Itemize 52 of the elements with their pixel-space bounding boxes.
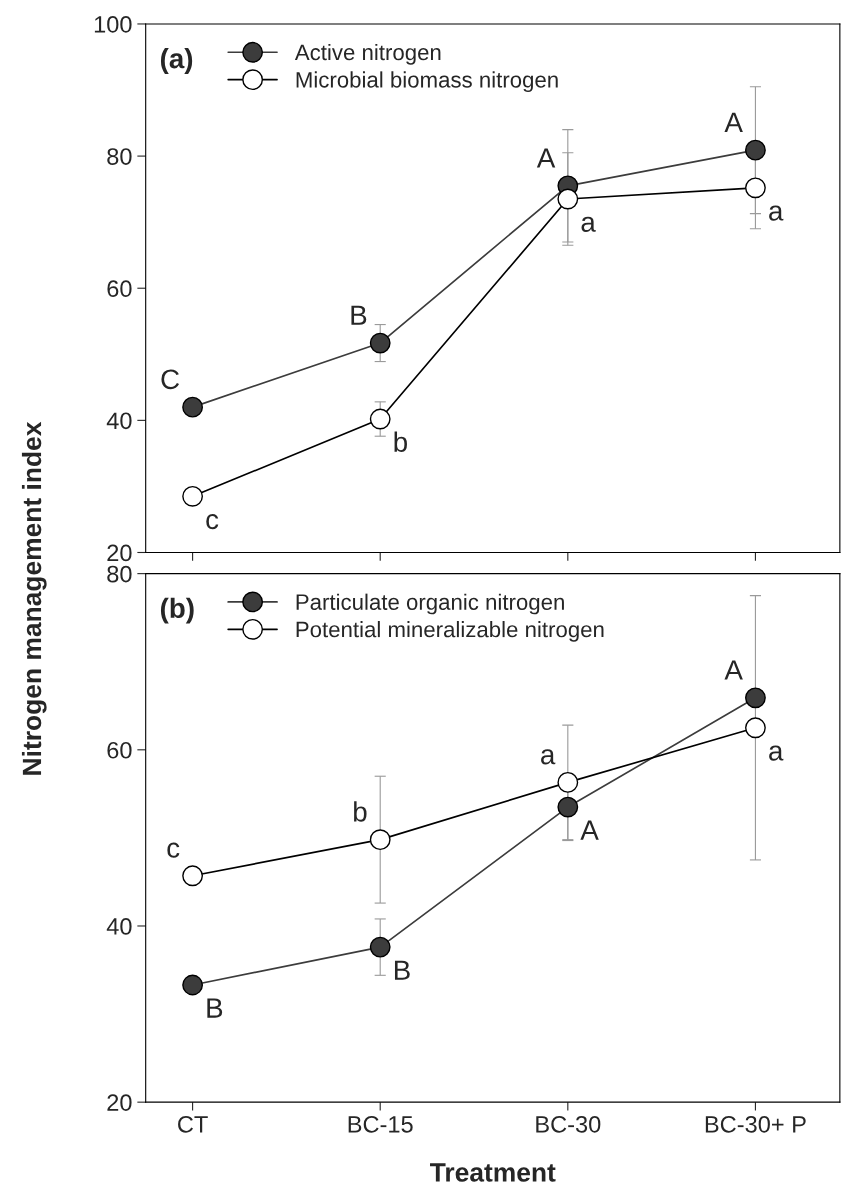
annotation: c — [167, 842, 180, 858]
y-tick-label: 80 — [107, 148, 132, 165]
annotation: (b) — [160, 597, 194, 624]
annotation: B — [394, 960, 410, 980]
annotation: B — [351, 305, 367, 325]
annotation: a — [769, 745, 784, 761]
point — [557, 188, 579, 210]
x-axis-title: Treatment — [430, 1163, 556, 1182]
annotation: a — [581, 216, 596, 232]
annotation: a — [769, 205, 784, 221]
y-tick-label: 100 — [94, 16, 132, 33]
y-tick-label: 40 — [106, 412, 132, 430]
point — [745, 717, 766, 739]
x-tick-label: BC-30+ P — [705, 1115, 806, 1133]
annotation: B — [207, 998, 223, 1018]
annotation: A — [536, 148, 556, 168]
point — [182, 974, 204, 996]
annotation: c — [206, 514, 219, 530]
annotation: A — [580, 820, 599, 840]
point — [745, 177, 766, 199]
point — [182, 396, 204, 418]
x-tick-label: BC-15 — [348, 1115, 413, 1133]
legend-label: Active nitrogen — [294, 43, 441, 65]
point — [745, 139, 766, 161]
point — [369, 829, 391, 851]
annotation: a — [541, 749, 556, 765]
y-tick-label: 60 — [107, 280, 132, 298]
x-tick-label: CT — [178, 1115, 208, 1133]
annotation: A — [724, 112, 743, 132]
y-axis-title: Nitrogen management index — [21, 421, 47, 775]
legend-label: Potential mineralizable nitrogen — [296, 621, 604, 642]
annotation: C — [161, 369, 180, 390]
annotation: b — [354, 801, 367, 822]
point — [745, 687, 766, 709]
point — [369, 936, 391, 958]
annotation: A — [724, 660, 743, 680]
legend-label: Microbial biomass nitrogen — [296, 71, 558, 93]
point — [182, 485, 204, 507]
point — [182, 865, 204, 887]
y-tick-label: 80 — [107, 565, 132, 583]
point — [369, 332, 391, 354]
y-tick-label: 20 — [107, 544, 132, 562]
point — [557, 771, 579, 793]
y-tick-label: 20 — [107, 1094, 132, 1111]
point — [557, 796, 579, 818]
y-tick-label: 60 — [107, 741, 132, 759]
annotation: b — [394, 431, 407, 452]
legend-label: Particulate organic nitrogen — [296, 593, 564, 615]
annotation: (a) — [160, 48, 193, 74]
y-tick-label: 40 — [106, 918, 132, 935]
point — [369, 408, 391, 430]
x-tick-label: BC-30 — [536, 1115, 601, 1133]
